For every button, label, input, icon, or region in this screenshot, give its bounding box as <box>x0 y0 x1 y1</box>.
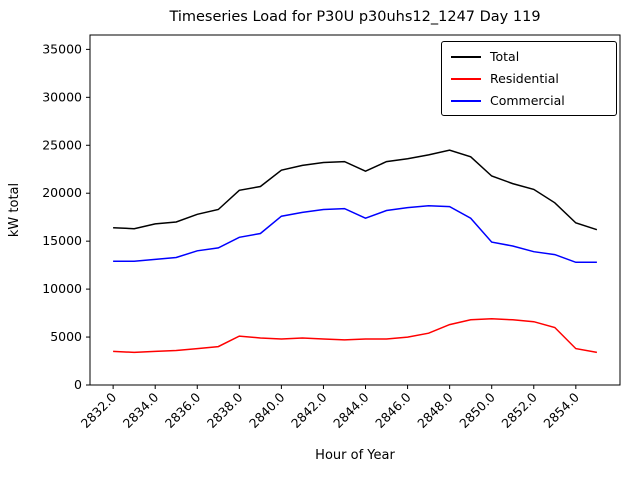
legend-line-swatch-residential <box>451 77 481 80</box>
y-tick-label: 5000 <box>50 329 82 344</box>
y-axis-ticks: 0 5000 10000 15000 20000 25000 30000 35000 <box>42 41 90 392</box>
x-tick-label: 2844.0 <box>330 389 372 431</box>
x-tick-label: 2838.0 <box>204 389 246 431</box>
y-tick-label: 25000 <box>42 137 82 152</box>
legend-item-residential: Residential <box>451 71 607 86</box>
legend-label-residential: Residential <box>490 71 559 86</box>
legend-item-total: Total <box>451 49 607 64</box>
legend-label-commercial: Commercial <box>490 93 565 108</box>
x-tick-label: 2842.0 <box>288 389 330 431</box>
x-tick-label: 2840.0 <box>246 389 288 431</box>
legend-label-total: Total <box>490 49 520 64</box>
x-tick-label: 2832.0 <box>78 389 120 431</box>
x-axis-ticks: 2832.0 2834.0 2836.0 2838.0 2840.0 2842.0 2844… <box>78 385 582 431</box>
y-tick-label: 20000 <box>42 185 82 200</box>
x-axis-label: Hour of Year <box>315 448 395 463</box>
x-tick-label: 2846.0 <box>372 389 414 431</box>
legend: Total Residential Commercial <box>441 41 617 116</box>
series-lines <box>113 149 598 354</box>
plot-area <box>89 34 621 386</box>
x-tick-label: 2848.0 <box>414 389 456 431</box>
chart-title: Timeseries Load for P30U p30uhs12_1247 D… <box>168 9 540 25</box>
legend-line-swatch-commercial <box>451 99 481 102</box>
y-tick-label: 10000 <box>42 281 82 296</box>
series-line-residential <box>113 318 598 354</box>
y-tick-label: 35000 <box>42 41 82 56</box>
series-line-total <box>113 149 598 231</box>
y-tick-label: 0 <box>74 377 82 392</box>
y-tick-label: 30000 <box>42 89 82 104</box>
series-line-commercial <box>113 204 597 264</box>
legend-line-swatch-total <box>451 55 481 58</box>
y-tick-label: 15000 <box>42 233 82 248</box>
x-tick-label: 2834.0 <box>120 389 162 431</box>
x-tick-label: 2850.0 <box>456 389 498 431</box>
x-tick-label: 2836.0 <box>162 389 204 431</box>
y-axis-label: kW total <box>7 183 22 237</box>
x-tick-label: 2852.0 <box>498 389 540 431</box>
x-tick-label: 2854.0 <box>540 389 582 431</box>
legend-item-commercial: Commercial <box>451 93 607 108</box>
